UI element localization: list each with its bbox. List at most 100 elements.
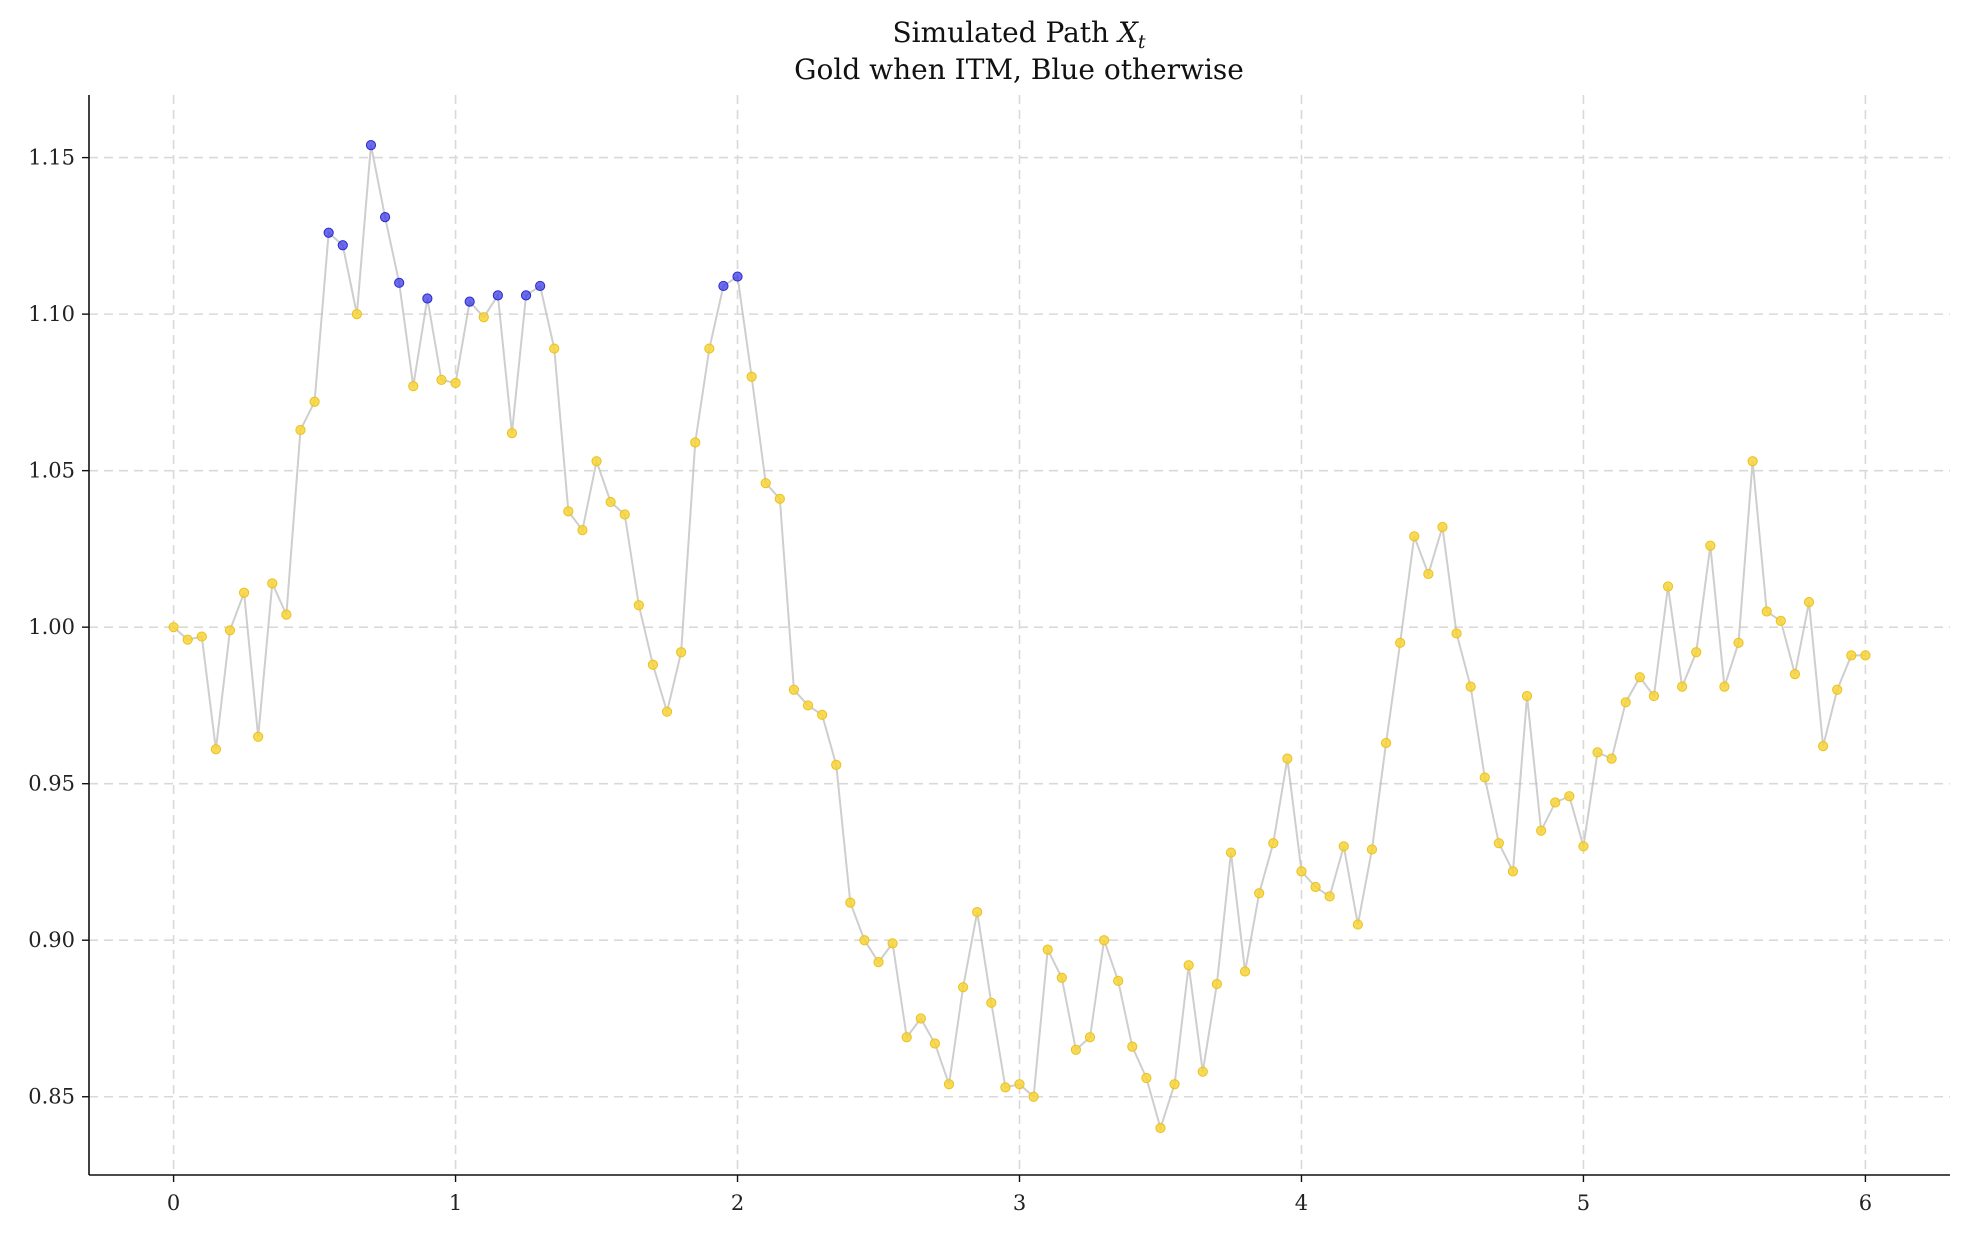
point-itm: [351, 309, 362, 320]
x-tick-label: 3: [1013, 1191, 1026, 1215]
point-itm: [1578, 841, 1589, 852]
point-itm: [196, 631, 207, 642]
point-itm: [1113, 975, 1124, 987]
point-itm: [1775, 615, 1786, 627]
point-otm: [718, 280, 729, 292]
point-otm: [520, 290, 532, 301]
point-itm: [549, 343, 560, 354]
point-otm: [323, 227, 334, 238]
point-itm: [295, 424, 306, 436]
point-itm: [817, 709, 828, 720]
point-itm: [1366, 844, 1378, 855]
point-otm: [365, 139, 377, 151]
point-itm: [182, 634, 193, 645]
point-itm: [802, 700, 814, 711]
y-tick-label: 0.90: [28, 928, 75, 952]
point-itm: [986, 997, 997, 1008]
x-tick-label: 4: [1295, 1191, 1308, 1215]
point-itm: [1451, 628, 1462, 639]
point-itm: [1493, 838, 1504, 849]
point-itm: [605, 496, 616, 508]
point-itm: [238, 587, 250, 598]
point-itm: [1014, 1079, 1025, 1090]
y-tick-label: 1.15: [28, 146, 75, 170]
chart-title-variable: X: [1116, 16, 1139, 49]
point-itm: [1211, 978, 1222, 990]
point-itm: [1846, 650, 1857, 661]
point-itm: [760, 478, 771, 489]
point-itm: [408, 381, 419, 392]
point-itm: [1352, 919, 1363, 930]
point-itm: [1677, 681, 1688, 692]
chart-title-text: Simulated Path: [892, 16, 1117, 49]
point-itm: [577, 525, 588, 536]
point-otm: [492, 290, 503, 301]
point-itm: [1282, 753, 1293, 764]
point-itm: [788, 684, 800, 695]
point-itm: [774, 493, 785, 504]
point-itm: [1733, 637, 1744, 648]
point-itm: [1268, 838, 1279, 849]
point-itm: [1550, 797, 1561, 808]
x-tick-label: 0: [167, 1191, 180, 1215]
point-itm: [591, 456, 602, 467]
point-itm: [1056, 972, 1067, 983]
point-itm: [563, 506, 574, 517]
point-itm: [1409, 531, 1420, 542]
point-itm: [1254, 888, 1265, 899]
point-otm: [337, 240, 348, 251]
point-itm: [859, 935, 870, 946]
point-itm: [1592, 747, 1603, 758]
point-itm: [1098, 935, 1110, 946]
y-tick-label: 1.00: [28, 615, 75, 639]
point-itm: [1155, 1122, 1166, 1134]
point-itm: [1634, 672, 1645, 683]
point-itm: [267, 578, 278, 589]
point-itm: [1437, 521, 1448, 533]
x-tick-label: 2: [731, 1191, 744, 1215]
point-itm: [661, 706, 673, 717]
point-otm: [464, 296, 475, 307]
chart-title-subscript: t: [1138, 31, 1146, 53]
grid: [89, 95, 1950, 1175]
point-otm: [394, 277, 405, 288]
point-itm: [1705, 540, 1716, 551]
point-itm: [915, 1013, 926, 1024]
point-itm: [943, 1079, 955, 1090]
point-itm: [1141, 1072, 1152, 1084]
point-itm: [478, 312, 489, 323]
point-itm: [633, 600, 644, 611]
point-itm: [224, 625, 236, 636]
data-points: [168, 139, 1871, 1134]
point-itm: [1183, 960, 1194, 971]
point-itm: [1662, 581, 1674, 592]
point-itm: [1761, 606, 1772, 617]
y-tick-label: 1.10: [28, 302, 75, 326]
point-itm: [1648, 690, 1660, 702]
x-tick-label: 1: [449, 1191, 462, 1215]
x-tick-label: 5: [1577, 1191, 1590, 1215]
point-itm: [1423, 568, 1434, 580]
point-itm: [958, 982, 969, 993]
point-otm: [379, 211, 391, 223]
point-itm: [676, 647, 687, 658]
point-itm: [831, 759, 842, 771]
point-itm: [619, 509, 630, 520]
point-itm: [168, 622, 179, 633]
point-itm: [1084, 1032, 1096, 1043]
point-itm: [1239, 966, 1251, 977]
point-itm: [1465, 681, 1476, 692]
point-otm: [732, 271, 743, 282]
point-itm: [1803, 597, 1815, 608]
point-itm: [1169, 1079, 1180, 1090]
point-itm: [253, 731, 264, 742]
point-itm: [1521, 690, 1533, 702]
point-itm: [1818, 741, 1829, 752]
point-itm: [901, 1032, 912, 1043]
point-itm: [887, 938, 898, 949]
point-itm: [1620, 697, 1631, 708]
point-itm: [746, 371, 757, 382]
point-itm: [1070, 1044, 1081, 1055]
point-itm: [1225, 847, 1237, 858]
